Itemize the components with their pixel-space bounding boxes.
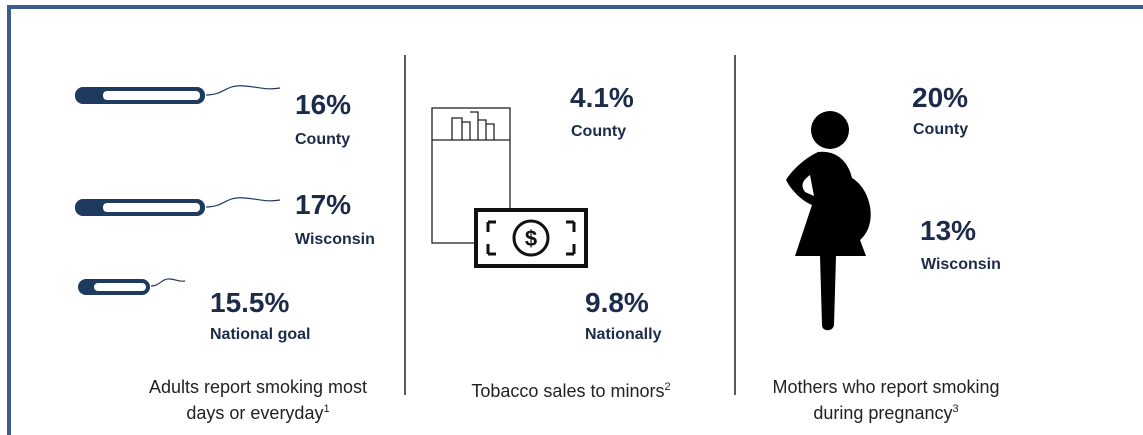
dollar-icon: $ xyxy=(474,208,588,268)
stat-label: County xyxy=(295,131,350,148)
stat-label: Wisconsin xyxy=(295,231,375,248)
caption: days or everyday1 xyxy=(186,403,329,423)
caption: during pregnancy3 xyxy=(813,403,958,423)
stat-value: 20% xyxy=(912,82,968,113)
stat-value: 4.1% xyxy=(570,82,634,113)
frame xyxy=(7,5,1143,435)
stat-label: County xyxy=(913,121,968,138)
stat-label: Nationally xyxy=(585,326,662,343)
caption: Adults report smoking most xyxy=(149,377,367,397)
cigarette-icon xyxy=(75,197,281,216)
mother-icon xyxy=(786,111,871,331)
stat-label: County xyxy=(571,123,626,140)
stat-label: National goal xyxy=(210,326,310,343)
cigarette-icon xyxy=(78,278,186,295)
caption: Tobacco sales to minors2 xyxy=(471,381,670,401)
svg-text:$: $ xyxy=(525,226,537,251)
stat-value: 17% xyxy=(295,189,351,220)
stat-value: 15.5% xyxy=(210,287,289,318)
cigarette-icon xyxy=(75,85,281,104)
stat-value: 13% xyxy=(920,215,976,246)
pack-icon xyxy=(431,107,511,244)
stat-value: 16% xyxy=(295,89,351,120)
caption: Mothers who report smoking xyxy=(772,377,999,397)
stat-value: 9.8% xyxy=(585,287,649,318)
stat-label: Wisconsin xyxy=(921,256,1001,273)
